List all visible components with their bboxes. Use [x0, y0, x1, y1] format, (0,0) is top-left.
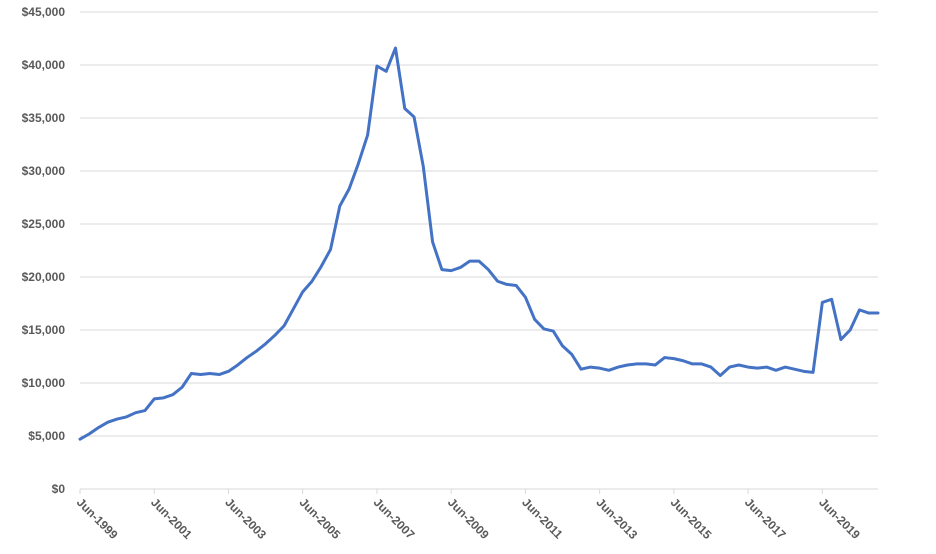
x-tick-label: Jun-2009 — [445, 495, 492, 542]
x-tick-label: Jun-2019 — [816, 495, 863, 542]
y-tick-label: $30,000 — [22, 164, 66, 178]
axes — [79, 488, 878, 494]
x-tick-label: Jun-2007 — [371, 495, 418, 542]
x-tick-label: Jun-2003 — [222, 495, 269, 542]
x-tick-label: Jun-2011 — [519, 495, 565, 541]
y-tick-label: $40,000 — [22, 58, 66, 72]
gridlines — [80, 11, 878, 437]
y-tick-label: $0 — [52, 482, 66, 496]
x-tick-label: Jun-2017 — [742, 495, 789, 542]
y-tick-label: $35,000 — [22, 111, 66, 125]
y-tick-label: $20,000 — [22, 270, 66, 284]
x-tick-label: Jun-1999 — [74, 495, 121, 542]
x-tick-label: Jun-2001 — [148, 495, 195, 542]
y-tick-label: $10,000 — [22, 376, 66, 390]
x-tick-label: Jun-2015 — [668, 495, 715, 542]
y-tick-label: $25,000 — [22, 217, 66, 231]
series-line — [78, 46, 880, 441]
y-tick-label: $15,000 — [22, 323, 66, 337]
series-layer — [78, 46, 880, 441]
x-tick-label: Jun-2013 — [594, 495, 641, 542]
tick-labels: $0 $5,000 $10,000 $15,000 $20,000 $25,000 $30,… — [22, 5, 864, 542]
y-tick-label: $45,000 — [22, 5, 66, 19]
x-tick-label: Jun-2005 — [297, 495, 344, 542]
y-tick-label: $5,000 — [28, 429, 65, 443]
